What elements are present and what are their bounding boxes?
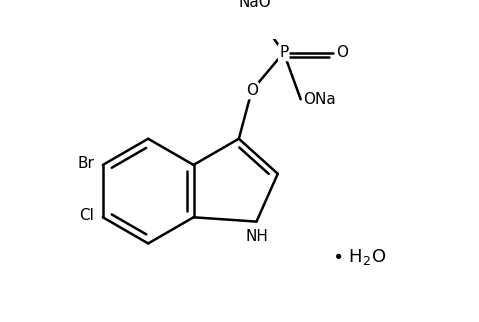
Text: NH: NH — [245, 229, 268, 243]
Text: O: O — [337, 45, 349, 60]
Text: Cl: Cl — [80, 208, 94, 223]
Text: Br: Br — [78, 156, 94, 171]
Text: O: O — [246, 83, 258, 98]
Text: NaO: NaO — [239, 0, 272, 10]
Text: P: P — [279, 45, 288, 60]
Text: $\bullet$ H$_2$O: $\bullet$ H$_2$O — [332, 247, 387, 267]
Text: ONa: ONa — [303, 92, 336, 107]
